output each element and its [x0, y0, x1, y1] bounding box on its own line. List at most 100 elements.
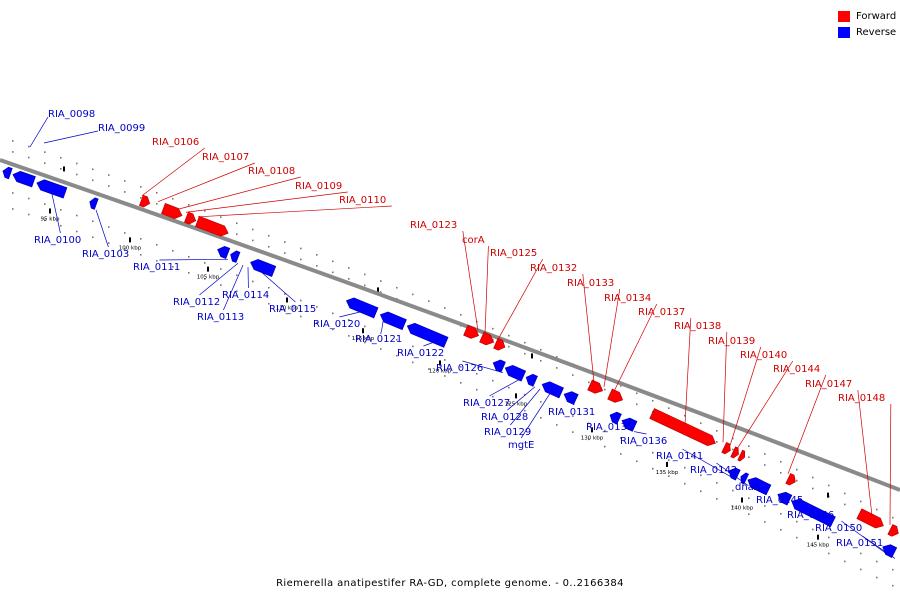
gene-label: RIA_0107 [202, 152, 249, 163]
reverse-swatch [838, 26, 850, 38]
track-dot [172, 249, 174, 252]
gene-label: dnaA [735, 482, 761, 493]
forward-gene [785, 473, 796, 486]
track-dot [76, 162, 78, 165]
track-dot [236, 290, 238, 293]
track-dot [156, 243, 158, 246]
track-dot [588, 422, 590, 425]
track-dot [332, 328, 334, 331]
track-dot [204, 210, 206, 212]
track-dot [60, 224, 62, 227]
track-dot [524, 341, 526, 344]
track-dot [668, 407, 670, 409]
track-dot [92, 236, 94, 239]
track-dot [364, 325, 366, 328]
track-dot [172, 265, 174, 268]
track-dot [572, 415, 574, 417]
reverse-gene [345, 297, 379, 319]
track-dot [364, 284, 366, 287]
scale-tick [515, 393, 517, 399]
track-dot [28, 145, 30, 148]
gene-label: RIA_0133 [567, 278, 614, 289]
track-dot [108, 174, 110, 176]
track-dot [316, 265, 318, 267]
track-dot [828, 484, 830, 487]
forward-gene [463, 324, 480, 339]
track-dot [700, 422, 702, 425]
scale-tick [377, 287, 379, 293]
track-dot [700, 474, 702, 477]
gene-label: RIA_0099 [98, 123, 145, 134]
track-dot [188, 204, 190, 206]
gene-label: RIA_0145 [756, 495, 803, 506]
gene-label: RIA_0126 [436, 363, 483, 374]
track-dot [684, 466, 686, 469]
genome-backbone [0, 158, 900, 492]
track-dot [524, 409, 526, 412]
track-dot [140, 254, 142, 256]
track-dot [108, 185, 110, 187]
track-dot [796, 479, 798, 482]
track-dot [860, 500, 862, 503]
label-leader [747, 479, 761, 492]
track-dot [44, 203, 46, 205]
forward-gene [856, 508, 884, 529]
label-leader [177, 176, 301, 210]
track-dot [300, 258, 302, 261]
track-dot [876, 576, 878, 579]
track-dot [76, 214, 78, 217]
gene-features [2, 166, 899, 559]
gene-label: RIA_0109 [295, 181, 342, 192]
gene-label: RIA_0135 [586, 422, 633, 433]
legend: Forward Reverse [838, 8, 896, 40]
track-dot [252, 228, 254, 231]
label-leader [223, 265, 244, 311]
track-dot [92, 220, 94, 223]
track-dot [204, 262, 206, 264]
reverse-gene [747, 477, 772, 496]
track-dot [780, 460, 782, 463]
label-leader [95, 209, 109, 248]
scale-tick [439, 360, 441, 366]
track-dot [140, 238, 142, 240]
track-dot [540, 400, 542, 403]
track-dot [172, 197, 174, 200]
gene-label: RIA_0146 [787, 510, 834, 521]
label-leader [339, 311, 361, 318]
track-dot [492, 327, 494, 330]
track-dot [620, 437, 622, 439]
track-dot [412, 345, 414, 348]
label-leader [510, 388, 541, 426]
label-leader [787, 374, 827, 475]
label-leader [462, 360, 504, 373]
track-dot [252, 239, 254, 242]
track-dot [524, 393, 526, 396]
forward-gene [737, 449, 746, 462]
track-dot [652, 467, 654, 470]
gene-label: RIA_0114 [222, 290, 269, 301]
track-dot [268, 286, 270, 289]
track-dot [588, 438, 590, 441]
track-dot [844, 560, 846, 563]
gene-label: RIA_0134 [604, 293, 651, 304]
forward-gene [479, 331, 495, 346]
label-leaders [29, 116, 896, 559]
track-dot [588, 381, 590, 384]
label-leader [684, 317, 692, 425]
track-dot [124, 248, 126, 250]
scale-tick-label: 95 kbp [41, 216, 60, 222]
forward-gene [161, 203, 183, 219]
track-dot [828, 552, 830, 555]
track-dot [732, 437, 734, 440]
gene-label: RIA_0123 [410, 220, 457, 231]
forward-swatch [838, 10, 850, 22]
track-dot [316, 322, 318, 324]
forward-gene [607, 388, 624, 403]
track-dot [476, 388, 478, 391]
track-dot [732, 505, 734, 508]
track-dot [28, 156, 30, 159]
gene-label: RIA_0147 [805, 379, 852, 390]
label-leader [857, 389, 873, 516]
scale-tick [63, 166, 65, 172]
scale-tick-label: 115 kbp [352, 336, 375, 342]
